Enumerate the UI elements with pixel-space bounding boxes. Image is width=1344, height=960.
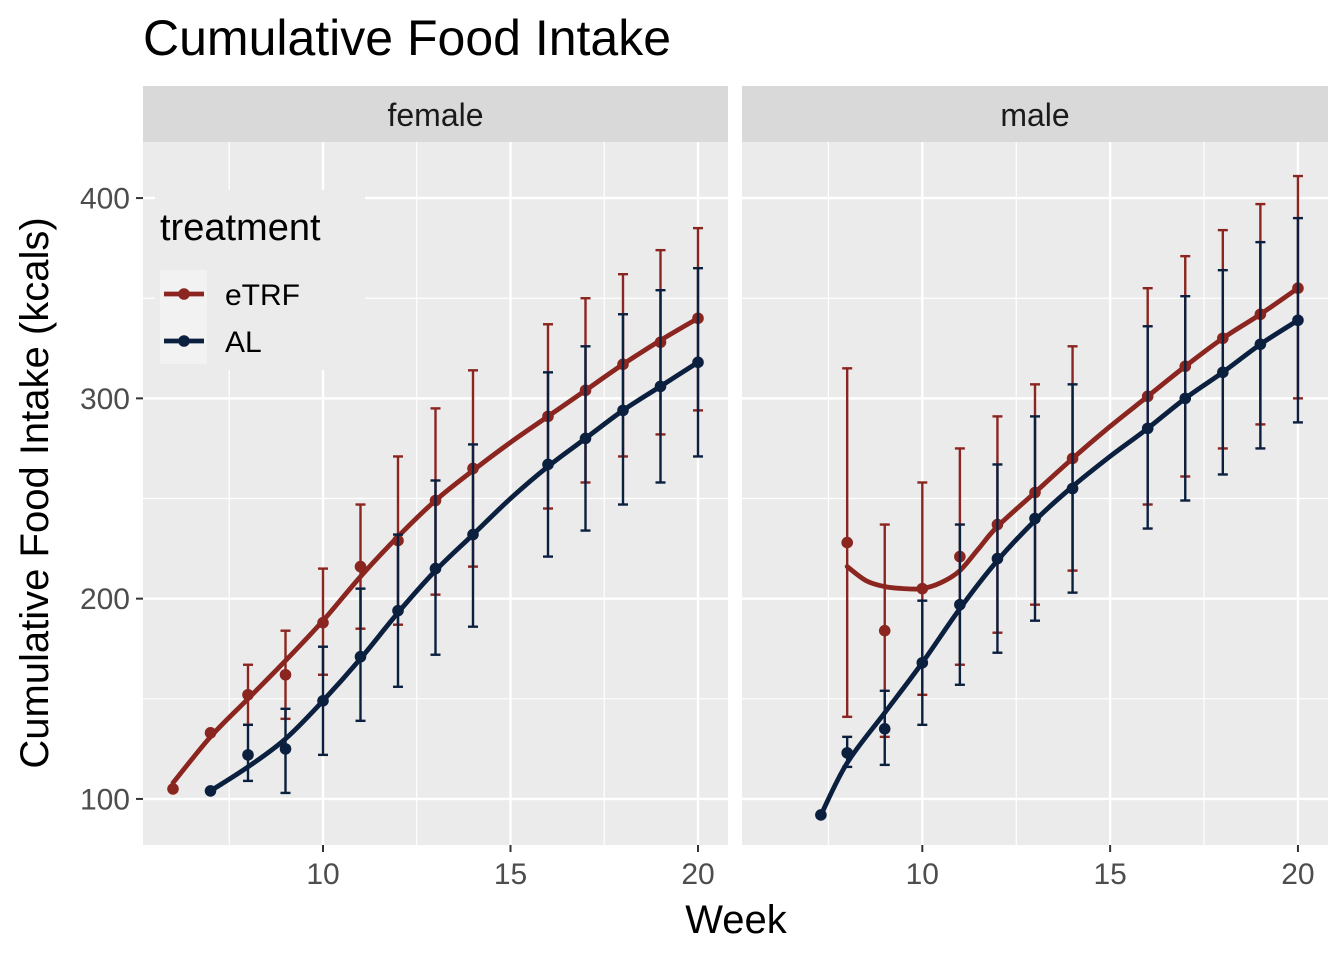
strip-label-female: female — [387, 97, 483, 133]
data-point — [1029, 512, 1041, 525]
data-point — [392, 604, 404, 617]
data-point — [841, 747, 853, 759]
series-AL — [815, 216, 1304, 821]
data-point — [1292, 314, 1304, 327]
x-tick-label: 20 — [681, 858, 714, 891]
series-AL — [204, 266, 704, 797]
panel-male: male — [742, 86, 1328, 845]
data-point — [1217, 366, 1229, 379]
y-tick-label: 100 — [80, 783, 130, 816]
panels: female male — [143, 86, 1328, 845]
x-axis-title: Week — [685, 898, 788, 942]
x-tick-label: 10 — [906, 858, 939, 891]
chart-title: Cumulative Food Intake — [143, 10, 671, 66]
data-point — [991, 552, 1004, 565]
data-point — [279, 743, 292, 755]
x-axis: 10 15 20 10 15 20 — [306, 845, 1315, 891]
strip-female — [143, 86, 728, 142]
data-point — [692, 356, 704, 369]
data-point — [878, 723, 891, 735]
x-tick-label: 10 — [306, 858, 339, 891]
data-point — [317, 616, 329, 629]
data-point — [954, 598, 966, 611]
legend-key-point — [178, 335, 190, 347]
data-point — [429, 562, 442, 575]
data-point — [1179, 392, 1192, 405]
data-point — [242, 749, 254, 761]
data-point — [204, 727, 217, 739]
x-tick-label: 15 — [1093, 858, 1126, 891]
data-point — [916, 656, 929, 669]
data-point — [167, 783, 179, 795]
legend-entry-AL: AL — [164, 326, 262, 359]
legend-entry-eTRF: eTRF — [164, 279, 300, 312]
legend-label: eTRF — [225, 279, 300, 312]
y-tick-label: 300 — [80, 383, 130, 416]
y-tick-label: 400 — [80, 183, 130, 216]
strip-male — [742, 86, 1328, 142]
y-tick-label: 200 — [80, 583, 130, 616]
data-point — [317, 694, 329, 707]
x-tick-label: 20 — [1281, 858, 1314, 891]
data-point — [841, 536, 853, 549]
strip-label-male: male — [1000, 97, 1069, 133]
data-point — [242, 688, 254, 701]
y-axis: 100 200 300 400 — [80, 183, 143, 816]
data-point — [916, 582, 929, 595]
data-point — [354, 560, 367, 573]
data-point — [542, 458, 554, 471]
legend: treatment eTRF AL — [155, 190, 365, 370]
legend-label: AL — [225, 326, 262, 359]
data-point — [467, 528, 479, 541]
data-point — [1254, 338, 1267, 351]
data-point — [878, 624, 891, 637]
data-point — [1066, 482, 1079, 495]
data-point — [354, 650, 367, 663]
x-tick-label: 15 — [494, 858, 527, 891]
data-point — [815, 809, 827, 821]
data-point — [654, 380, 667, 393]
data-point — [279, 668, 292, 681]
series-eTRF — [167, 226, 704, 795]
data-point — [579, 432, 592, 445]
legend-title: treatment — [160, 207, 321, 249]
data-point — [1141, 422, 1154, 435]
legend-key-background — [160, 270, 207, 364]
legend-key-point — [178, 288, 190, 300]
data-point — [204, 785, 217, 797]
data-point — [617, 404, 629, 417]
y-axis-title: Cumulative Food Intake (kcals) — [13, 217, 57, 768]
